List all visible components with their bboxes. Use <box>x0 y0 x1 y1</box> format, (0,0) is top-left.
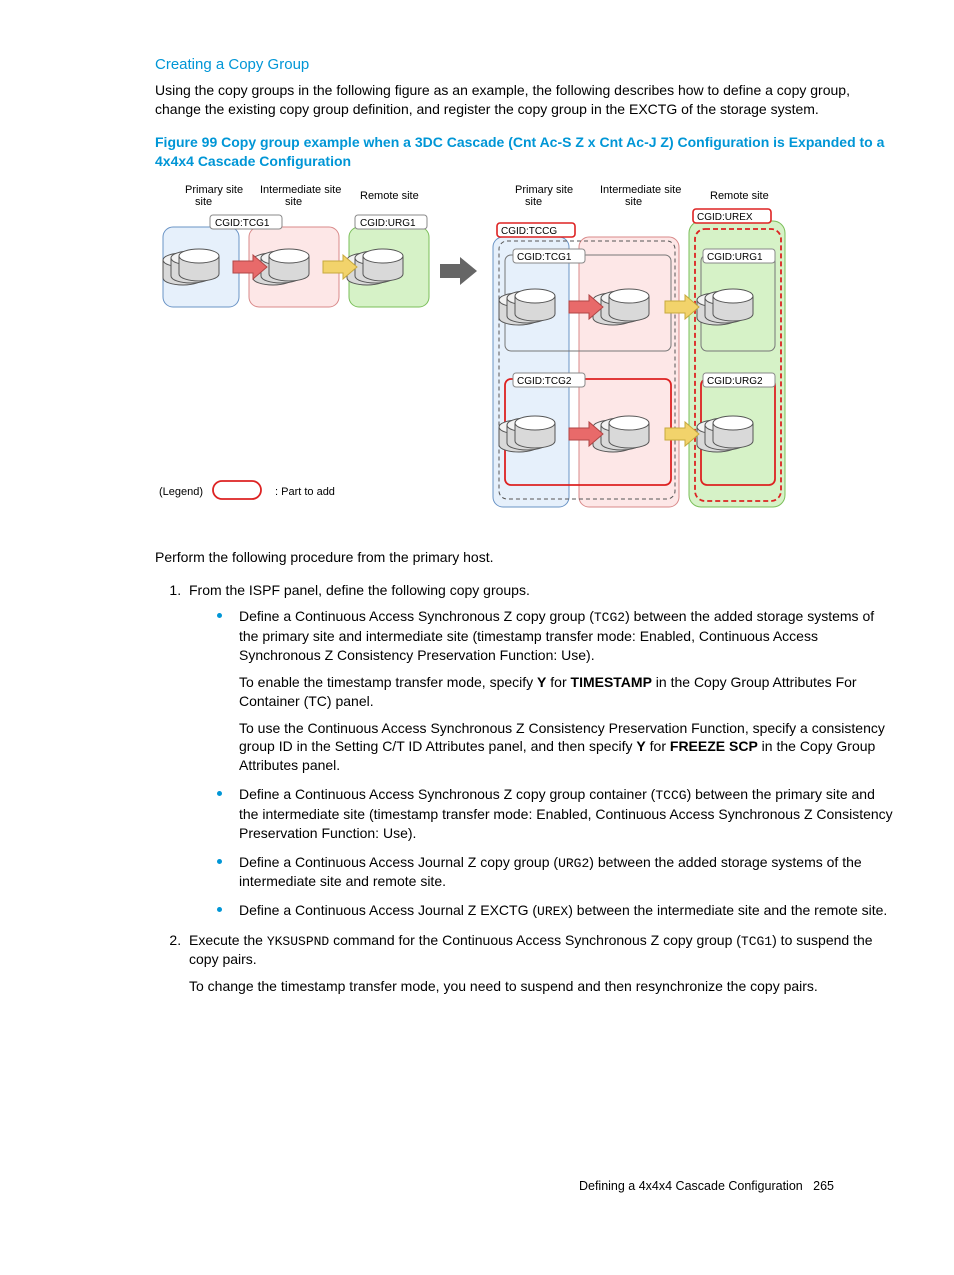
procedure-steps: From the ISPF panel, define the followin… <box>155 581 894 996</box>
svg-text:Intermediate site: Intermediate site <box>600 184 681 196</box>
cgid-urg1-r: CGID:URG1 <box>707 252 763 263</box>
bullet-urg2: Define a Continuous Access Journal Z cop… <box>217 853 894 891</box>
step1-intro: From the ISPF panel, define the followin… <box>189 582 530 598</box>
cgid-tccg: CGID:TCCG <box>501 226 557 237</box>
svg-text:Remote site: Remote site <box>710 190 769 202</box>
step-1: From the ISPF panel, define the followin… <box>185 581 894 921</box>
left-diagram: Primary site site Intermediate site site… <box>163 184 429 307</box>
intro-paragraph: Using the copy groups in the following f… <box>155 81 894 119</box>
figure-title: Figure 99 Copy group example when a 3DC … <box>155 133 894 171</box>
svg-text:site: site <box>285 196 302 208</box>
step-2: Execute the YKSUSPND command for the Con… <box>185 931 894 996</box>
svg-text:site: site <box>625 196 642 208</box>
svg-text:Primary site: Primary site <box>515 184 573 196</box>
right-diagram: Primary site site Intermediate site site… <box>493 184 785 507</box>
step2-note: To change the timestamp transfer mode, y… <box>189 977 894 996</box>
svg-text:site: site <box>525 196 542 208</box>
cgid-urg1-l: CGID:URG1 <box>360 218 416 229</box>
legend: (Legend) : Part to add <box>159 481 335 499</box>
cgid-tcg2: CGID:TCG2 <box>517 376 572 387</box>
svg-text:(Legend): (Legend) <box>159 486 203 498</box>
svg-text:: Part to add: : Part to add <box>275 486 335 498</box>
cgid-tcg1-r: CGID:TCG1 <box>517 252 572 263</box>
hdr-inter-l: Intermediate site <box>260 184 341 196</box>
hdr-remote-l: Remote site <box>360 190 419 202</box>
section-heading: Creating a Copy Group <box>155 55 894 75</box>
figure-diagram: Primary site site Intermediate site site… <box>155 179 894 524</box>
cgid-urg2: CGID:URG2 <box>707 376 763 387</box>
hdr-primary-l: Primary site <box>185 184 243 196</box>
bullet-urex: Define a Continuous Access Journal Z EXC… <box>217 901 894 921</box>
cgid-urex: CGID:UREX <box>697 212 753 223</box>
svg-text:site: site <box>195 196 212 208</box>
perform-text: Perform the following procedure from the… <box>155 548 894 567</box>
cgid-tcg1-l: CGID:TCG1 <box>215 218 270 229</box>
bullet-tccg: Define a Continuous Access Synchronous Z… <box>217 785 894 842</box>
transform-arrow <box>440 257 477 285</box>
page-footer: Defining a 4x4x4 Cascade Configuration 2… <box>579 1178 834 1195</box>
bullet-tcg2: Define a Continuous Access Synchronous Z… <box>217 607 894 775</box>
